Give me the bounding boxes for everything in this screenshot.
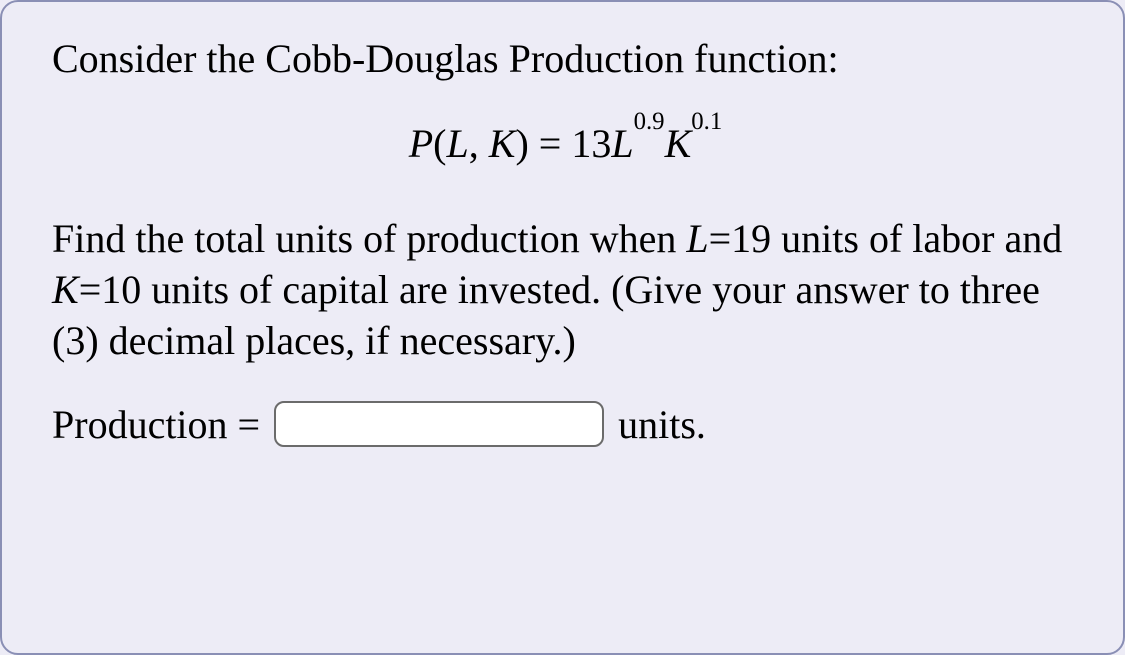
- answer-units: units.: [618, 401, 706, 448]
- body-part-a: Find the total units of production when: [52, 216, 686, 261]
- eq-var-K: K: [665, 121, 692, 166]
- eq-paren-open: (: [433, 121, 446, 166]
- intro-text: Consider the Cobb-Douglas Production fun…: [52, 34, 1079, 84]
- body-part-c: =10 units of capital are invested. (Give…: [52, 267, 1040, 363]
- equation: P(L, K)=13L0.9K0.1: [52, 120, 1079, 167]
- production-input[interactable]: [274, 401, 604, 447]
- eq-comma: ,: [469, 121, 489, 166]
- eq-arg-K: K: [489, 121, 516, 166]
- eq-fn-name: P: [409, 121, 433, 166]
- body-var-L: L: [686, 216, 708, 261]
- eq-var-L: L: [611, 121, 633, 166]
- eq-coeff: 13: [571, 121, 611, 166]
- question-body: Find the total units of production when …: [52, 213, 1079, 367]
- answer-row: Production = units.: [52, 401, 1079, 448]
- question-card: Consider the Cobb-Douglas Production fun…: [0, 0, 1125, 655]
- body-var-K: K: [52, 267, 79, 312]
- answer-label: Production =: [52, 401, 260, 448]
- eq-arg-L: L: [447, 121, 469, 166]
- eq-paren-close: ): [515, 121, 528, 166]
- body-part-b: =19 units of labor and: [709, 216, 1063, 261]
- eq-equals: =: [529, 121, 572, 166]
- eq-exp2: 0.1: [691, 108, 722, 135]
- eq-exp1: 0.9: [634, 108, 665, 135]
